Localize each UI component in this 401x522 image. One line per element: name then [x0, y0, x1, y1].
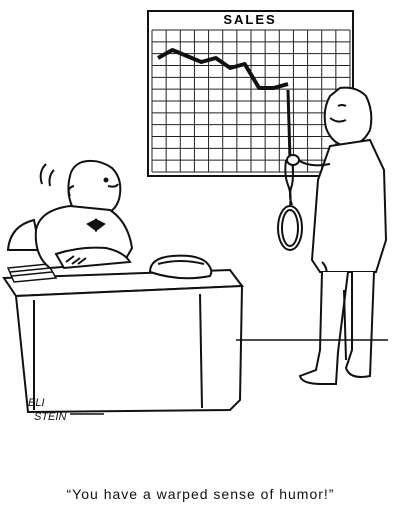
cartoon-caption: “You have a warped sense of humor!”	[0, 486, 401, 502]
cartoon-illustration: SALES	[0, 0, 401, 470]
rope	[288, 90, 290, 160]
chart-title: SALES	[223, 12, 276, 27]
desk	[4, 270, 242, 412]
hat-icon	[150, 256, 211, 279]
sales-chart: SALES	[148, 11, 353, 176]
svg-text:ELI: ELI	[28, 397, 45, 409]
cartoon-panel: SALES	[0, 0, 401, 470]
svg-text:STEIN: STEIN	[34, 411, 66, 423]
seated-man	[8, 161, 132, 268]
